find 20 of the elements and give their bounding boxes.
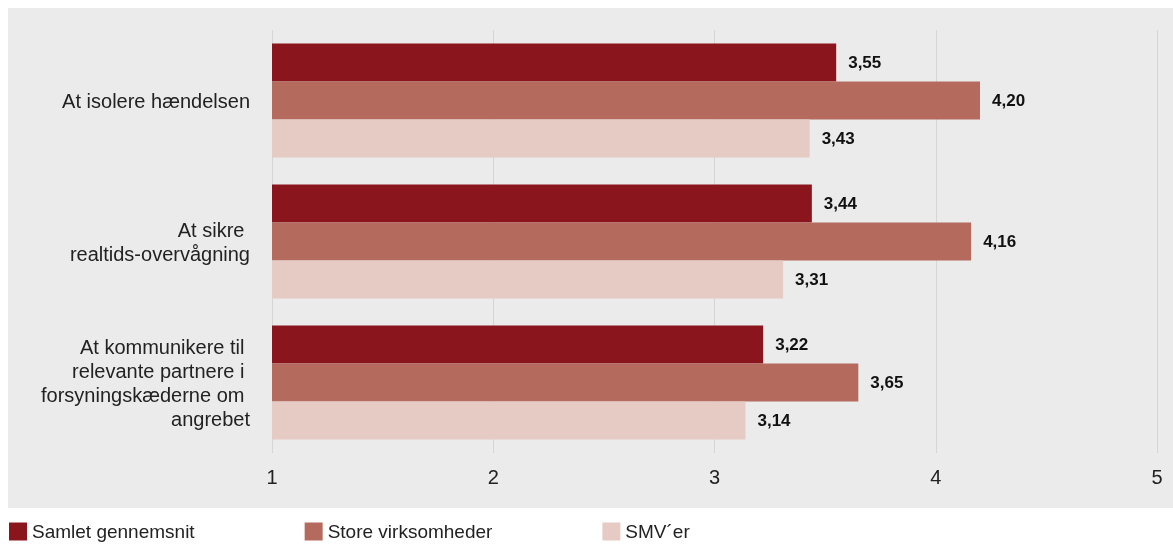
data-label: 3,22 xyxy=(775,335,809,354)
data-label: 4,20 xyxy=(992,91,1026,110)
y-tick-label: At isolere hændelsen xyxy=(62,89,250,112)
x-tick-label: 1 xyxy=(266,466,278,488)
legend-label: Samlet gennemsnit xyxy=(32,521,196,542)
data-label: 4,16 xyxy=(983,232,1017,251)
data-label: 3,31 xyxy=(795,270,829,289)
y-tick-label: At kommunikere til relevante partnere i forsyningskæderne om angrebet xyxy=(41,335,251,430)
x-tick-label: 2 xyxy=(487,466,499,488)
data-label: 3,44 xyxy=(823,194,858,213)
legend-label: Store virksomheder xyxy=(327,521,494,542)
x-tick-label: 4 xyxy=(930,466,942,488)
data-label: 3,14 xyxy=(757,411,792,430)
data-label: 3,43 xyxy=(821,129,855,148)
y-tick-label: At sikre realtids-overvågning xyxy=(69,218,250,265)
data-label: 3,65 xyxy=(870,373,904,392)
x-tick-label: 5 xyxy=(1151,466,1163,488)
x-tick-label: 3 xyxy=(708,466,721,488)
legend-label: SMV´er xyxy=(625,521,691,542)
data-label: 3,55 xyxy=(848,53,882,72)
